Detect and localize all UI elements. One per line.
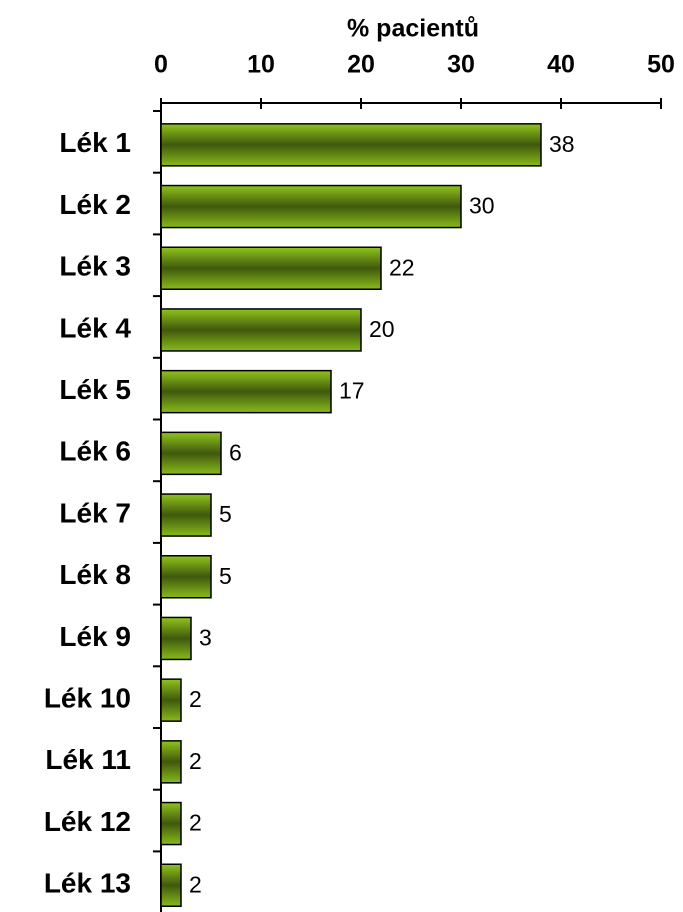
- y-tick-label: Lék 10: [44, 683, 131, 714]
- value-label: 6: [229, 439, 242, 465]
- bar: [160, 246, 382, 290]
- y-tick-label: Lék 9: [59, 621, 131, 652]
- value-label: 30: [469, 193, 495, 219]
- bar: [160, 369, 332, 414]
- bar: [160, 678, 182, 722]
- value-label: 2: [189, 686, 202, 712]
- y-tick-label: Lék 12: [44, 806, 131, 837]
- x-tick-label: 10: [247, 51, 275, 79]
- bar: [160, 308, 362, 352]
- bar: [160, 123, 542, 167]
- value-label: 2: [189, 871, 202, 897]
- value-label: 20: [369, 316, 395, 342]
- bar: [160, 616, 192, 661]
- value-label: 38: [549, 131, 575, 157]
- y-tick-label: Lék 13: [44, 868, 131, 899]
- y-tick-label: Lék 11: [45, 744, 131, 775]
- bar: [160, 740, 182, 784]
- value-label: 2: [189, 748, 202, 774]
- x-tick-label: 0: [154, 51, 168, 79]
- bar: [160, 493, 212, 537]
- axis-title: % pacientů: [347, 15, 479, 43]
- bar: [160, 431, 222, 476]
- bar: [160, 184, 462, 229]
- value-label: 17: [339, 378, 365, 404]
- value-label: 3: [199, 625, 212, 651]
- value-label: 2: [189, 810, 202, 836]
- y-tick-label: Lék 1: [59, 127, 131, 158]
- x-tick-label: 20: [347, 51, 375, 79]
- y-tick-label: Lék 5: [59, 374, 131, 405]
- y-tick-label: Lék 8: [59, 559, 131, 590]
- value-label: 5: [219, 501, 232, 527]
- y-tick-label: Lék 4: [59, 312, 131, 343]
- x-tick-label: 50: [647, 51, 675, 79]
- x-tick-label: 40: [547, 51, 575, 79]
- bar: [160, 555, 212, 599]
- bar: [160, 863, 182, 907]
- bar: [160, 801, 182, 846]
- value-label: 5: [219, 563, 232, 589]
- y-tick-label: Lék 2: [59, 189, 131, 220]
- y-tick-label: Lék 6: [59, 436, 131, 467]
- x-tick-label: 30: [447, 51, 475, 79]
- value-label: 22: [389, 254, 415, 280]
- y-tick-label: Lék 7: [59, 497, 131, 528]
- y-tick-label: Lék 3: [59, 251, 131, 282]
